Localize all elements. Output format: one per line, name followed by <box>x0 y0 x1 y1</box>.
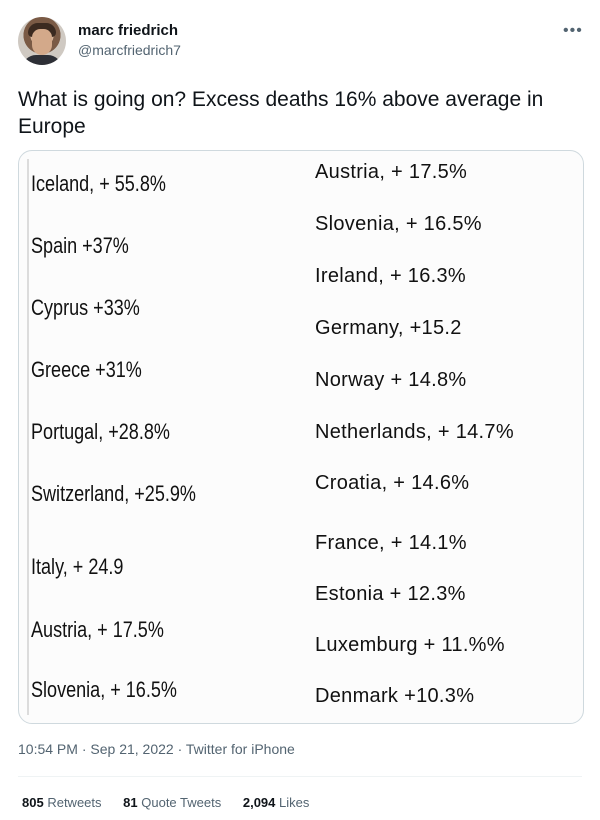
right-column-item: Germany, +15.2 <box>315 317 462 339</box>
engagement-stats: 805 Retweets 81 Quote Tweets 2,094 Likes <box>22 795 327 810</box>
right-column-item: Ireland, + 16.3% <box>315 265 467 287</box>
right-column-item: Norway + 14.8% <box>315 369 467 391</box>
right-column-item: Netherlands, + 14.7% <box>315 421 514 443</box>
quote-tweets-stat[interactable]: 81 Quote Tweets <box>123 795 221 810</box>
more-options-icon[interactable]: ••• <box>563 22 583 39</box>
tweet-source[interactable]: Twitter for iPhone <box>185 741 295 757</box>
meta-separator: · <box>81 741 87 757</box>
right-column-item: Estonia + 12.3% <box>315 583 466 605</box>
left-column-item: Iceland, + 55.8% <box>31 171 166 196</box>
tweet-image[interactable]: Iceland, + 55.8% Spain +37% Cyprus +33% … <box>18 150 584 724</box>
tweet-date[interactable]: Sep 21, 2022 <box>90 741 174 757</box>
tweet-text: What is going on? Excess deaths 16% abov… <box>18 88 544 138</box>
left-column-item: Spain +37% <box>31 233 129 258</box>
right-column-item: Luxemburg + 11.%% <box>315 634 505 656</box>
left-column-item: Switzerland, +25.9% <box>31 481 196 506</box>
left-column-item: Slovenia, + 16.5% <box>31 677 177 702</box>
right-column-item: Croatia, + 14.6% <box>315 472 470 494</box>
retweets-label: Retweets <box>47 795 102 810</box>
retweets-count: 805 <box>22 795 44 810</box>
left-column-item: Italy, + 24.9 <box>31 554 124 579</box>
author-handle[interactable]: @marcfriedrich7 <box>78 42 181 58</box>
tweet-metadata: 10:54 PM · Sep 21, 2022 · Twitter for iP… <box>18 741 295 757</box>
likes-label: Likes <box>279 795 310 810</box>
author-name[interactable]: marc friedrich <box>78 22 179 39</box>
likes-stat[interactable]: 2,094 Likes <box>243 795 310 810</box>
likes-count: 2,094 <box>242 795 276 810</box>
divider <box>18 776 582 777</box>
right-column-item: Denmark +10.3% <box>315 685 475 707</box>
retweets-stat[interactable]: 805 Retweets <box>22 795 102 810</box>
right-column-item: Austria, + 17.5% <box>315 161 468 183</box>
image-edge-line <box>27 159 29 715</box>
right-column-item: Slovenia, + 16.5% <box>315 213 482 235</box>
quote-tweets-count: 81 <box>123 795 138 810</box>
left-column-item: Austria, + 17.5% <box>31 617 164 642</box>
right-column-item: France, + 14.1% <box>315 532 467 554</box>
left-column-item: Cyprus +33% <box>31 295 140 320</box>
meta-separator: · <box>177 741 183 757</box>
tweet-time[interactable]: 10:54 PM <box>18 741 78 757</box>
avatar[interactable] <box>18 17 66 65</box>
left-column-item: Portugal, +28.8% <box>31 419 170 444</box>
quote-tweets-label: Quote Tweets <box>141 795 222 810</box>
left-column-item: Greece +31% <box>31 357 142 382</box>
